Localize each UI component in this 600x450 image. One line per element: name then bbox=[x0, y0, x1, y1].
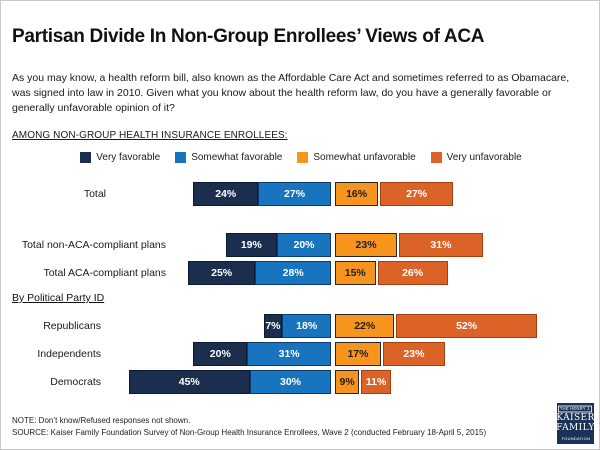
bar-segment: 7% bbox=[263, 314, 283, 338]
chart-row: Total 24% 27% 16% 27% bbox=[1, 182, 599, 206]
legend-item: Very unfavorable bbox=[430, 152, 522, 163]
bar-segment: 25% bbox=[187, 261, 256, 285]
kff-logo-line1: THE HENRY J. bbox=[558, 405, 593, 413]
chart-row: Total non-ACA-compliant plans 19% 20% 23% 31… bbox=[1, 233, 599, 257]
bar-segment: 28% bbox=[255, 261, 331, 285]
legend-swatch bbox=[175, 152, 187, 163]
bar-segment: 27% bbox=[380, 182, 454, 206]
chart-row: Independents 20% 31% 17% 23% bbox=[1, 342, 599, 366]
row-label: Total bbox=[83, 188, 106, 200]
source-text: SOURCE: Kaiser Family Foundation Survey … bbox=[12, 428, 487, 437]
kff-logo: THE HENRY J. KAISER FAMILY FOUNDATION bbox=[556, 403, 595, 444]
row-label: Total ACA-compliant plans bbox=[43, 267, 166, 279]
bar-segment: 9% bbox=[335, 370, 360, 394]
legend-label: Very unfavorable bbox=[446, 152, 522, 163]
bar-segment: 20% bbox=[277, 233, 331, 257]
legend-item: Somewhat unfavorable bbox=[297, 152, 416, 163]
chart-row: Total ACA-compliant plans 25% 28% 15% 26% bbox=[1, 261, 599, 285]
bar-segment: 15% bbox=[335, 261, 376, 285]
bar-segment: 26% bbox=[377, 261, 448, 285]
bar-segment: 30% bbox=[250, 370, 331, 394]
section-heading-party: By Political Party ID bbox=[12, 292, 105, 304]
chart-row: Democrats 45% 30% 9% 11% bbox=[1, 370, 599, 394]
legend: Very favorable Somewhat favorable Somewhat… bbox=[1, 152, 599, 163]
legend-item: Very favorable bbox=[80, 152, 160, 163]
intro-text: As you may know, a health reform bill, a… bbox=[12, 72, 570, 114]
note-text: NOTE: Don’t know/Refused responses not s… bbox=[12, 416, 191, 425]
bar-segment: 20% bbox=[193, 342, 248, 366]
legend-swatch bbox=[297, 152, 309, 163]
legend-label: Somewhat favorable bbox=[191, 152, 283, 163]
bar-segment: 24% bbox=[193, 182, 259, 206]
bar-segment: 16% bbox=[335, 182, 379, 206]
page-title: Partisan Divide In Non-Group Enrollees’ … bbox=[12, 26, 485, 47]
bar-segment: 52% bbox=[396, 314, 537, 338]
bar-segment: 18% bbox=[282, 314, 331, 338]
bar-segment: 27% bbox=[258, 182, 331, 206]
legend-item: Somewhat favorable bbox=[175, 152, 282, 163]
kff-logo-line2: KAISER bbox=[556, 413, 595, 423]
legend-swatch bbox=[430, 152, 442, 163]
bar-segment: 17% bbox=[335, 342, 381, 366]
kff-logo-line3: FAMILY bbox=[556, 423, 595, 433]
legend-label: Somewhat unfavorable bbox=[313, 152, 416, 163]
row-label: Independents bbox=[37, 348, 101, 360]
bar-segment: 31% bbox=[247, 342, 331, 366]
bar-segment: 22% bbox=[335, 314, 395, 338]
row-label: Republicans bbox=[43, 320, 101, 332]
bar-segment: 11% bbox=[361, 370, 391, 394]
bar-segment: 45% bbox=[128, 370, 250, 394]
bar-segment: 31% bbox=[399, 233, 483, 257]
bar-segment: 23% bbox=[335, 233, 398, 257]
row-label: Total non-ACA-compliant plans bbox=[21, 239, 166, 251]
row-label: Democrats bbox=[50, 376, 101, 388]
bar-segment: 19% bbox=[225, 233, 277, 257]
legend-swatch bbox=[80, 152, 92, 163]
population-heading: AMONG NON-GROUP HEALTH INSURANCE ENROLLE… bbox=[12, 130, 288, 141]
chart-row: Republicans 7% 18% 22% 52% bbox=[1, 314, 599, 338]
kff-logo-line4: FOUNDATION bbox=[561, 436, 590, 442]
legend-label: Very favorable bbox=[96, 152, 161, 163]
bar-segment: 23% bbox=[382, 342, 445, 366]
